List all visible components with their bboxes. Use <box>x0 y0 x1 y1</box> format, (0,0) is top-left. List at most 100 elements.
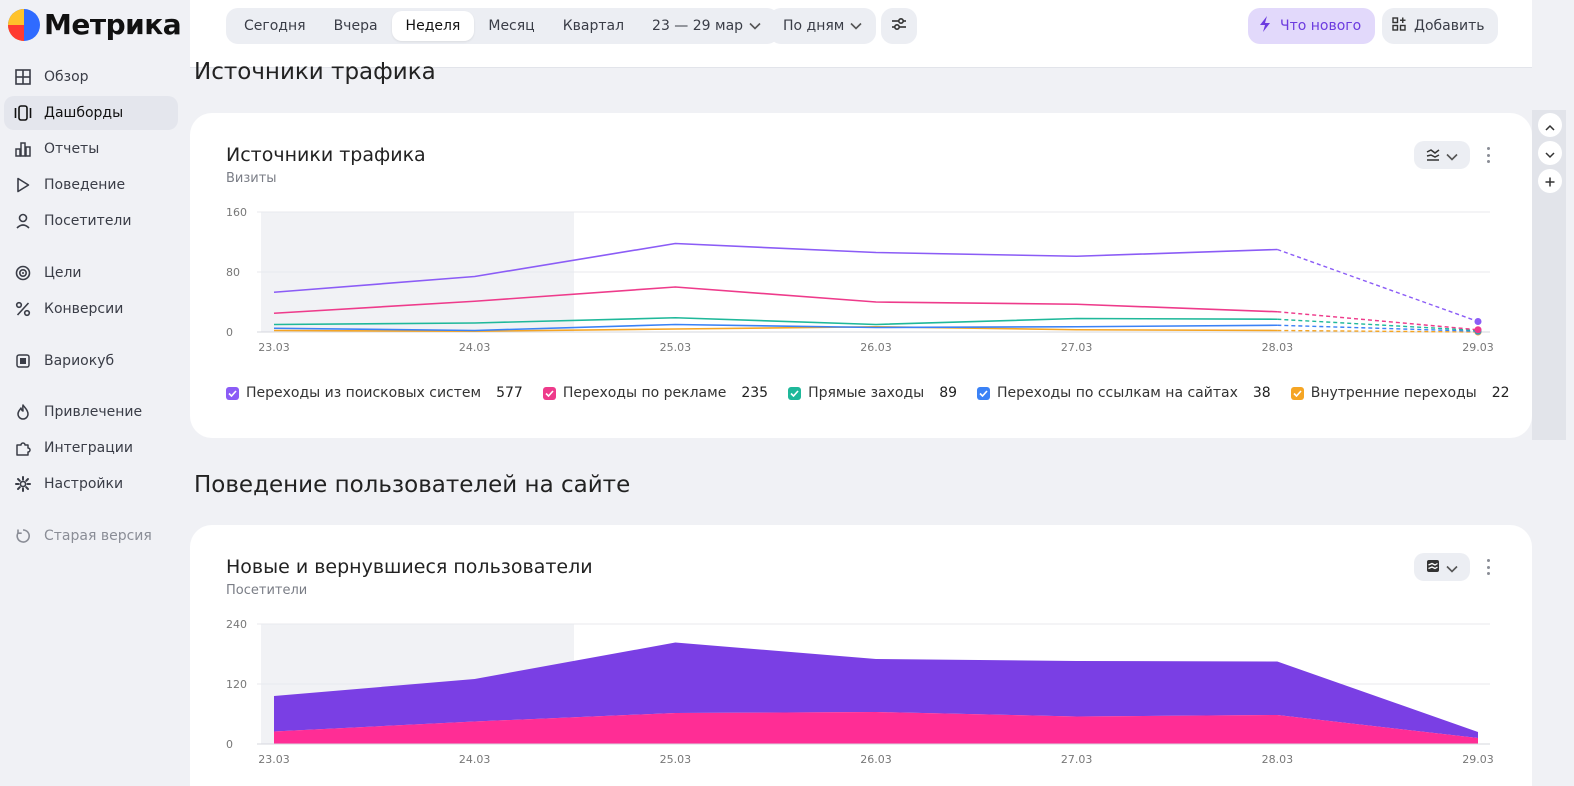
y-tick-label: 120 <box>226 678 247 691</box>
sidebar-item-reports[interactable]: Отчеты <box>4 132 178 166</box>
period-week-button[interactable]: Неделя <box>391 11 475 41</box>
play-icon <box>14 176 32 194</box>
chart-type-dropdown[interactable] <box>1414 141 1470 169</box>
gear-icon <box>14 475 32 493</box>
new-returning-users-card: Новые и вернувшиеся пользователи Посетит… <box>190 525 1532 786</box>
puzzle-icon <box>14 439 32 457</box>
dashboard-icon <box>14 104 32 122</box>
series-line <box>273 323 1278 332</box>
y-tick-label: 0 <box>226 738 233 751</box>
series-line <box>273 325 1278 333</box>
users-area-chart: 0 120 240 23.03 24.03 25.03 26.03 27.03 28.03 29.… <box>226 618 1494 766</box>
sidebar-item-overview[interactable]: Обзор <box>4 60 178 94</box>
more-options-button[interactable] <box>1484 557 1492 577</box>
legend-label: Внутренние переходы <box>1310 385 1477 401</box>
chart-legend: Переходы из поисковых систем 577 Переход… <box>226 385 1530 401</box>
add-below-button[interactable] <box>1538 169 1562 193</box>
y-tick-label: 240 <box>226 618 247 631</box>
add-widget-button[interactable]: Добавить <box>1382 8 1499 44</box>
metrika-logo-icon <box>8 8 40 41</box>
app-logo[interactable]: Метрика <box>8 8 182 41</box>
history-icon <box>14 527 32 545</box>
legend-item-ads[interactable]: Переходы по рекламе 235 <box>542 385 768 401</box>
card-title: Новые и вернувшиеся пользователи <box>226 556 593 578</box>
grouping-dropdown[interactable]: По дням <box>769 8 877 44</box>
chevron-down-icon <box>1446 146 1458 165</box>
legend-item-links[interactable]: Переходы по ссылкам на сайтах 38 <box>977 385 1271 401</box>
sidebar-item-label: Поведение <box>44 177 126 193</box>
period-today-button[interactable]: Сегодня <box>244 18 306 34</box>
sidebar-item-settings[interactable]: Настройки <box>4 467 178 501</box>
x-tick-label: 26.03 <box>860 341 892 354</box>
series-incomplete-segment <box>1277 311 1479 331</box>
more-options-button[interactable] <box>1484 145 1492 165</box>
sidebar: Метрика Обзор Дашборды Отчеты Поведение … <box>0 0 188 786</box>
line-chart-icon <box>1426 146 1440 165</box>
chevron-down-icon <box>850 18 862 34</box>
sidebar-item-label: Интеграции <box>44 440 133 456</box>
traffic-sources-card: Источники трафика Визиты 0 80 160 23.03 24.0… <box>190 113 1532 438</box>
date-range-picker[interactable]: 23 — 29 мар <box>638 11 775 41</box>
series-line <box>273 242 1278 294</box>
period-quarter-button[interactable]: Квартал <box>562 18 625 34</box>
section-title-traffic: Источники трафика <box>194 59 436 85</box>
move-up-button[interactable] <box>1538 113 1562 137</box>
legend-total: 38 <box>1252 385 1271 401</box>
legend-item-direct[interactable]: Прямые заходы 89 <box>788 385 957 401</box>
series-line <box>273 286 1278 315</box>
sidebar-item-label: Конверсии <box>44 301 124 317</box>
y-tick-label: 0 <box>226 326 233 339</box>
lightning-icon <box>1258 15 1272 37</box>
filters-button[interactable] <box>881 8 917 44</box>
top-toolbar: Сегодня Вчера Неделя Месяц Квартал 23 — … <box>190 0 1532 68</box>
x-tick-label: 24.03 <box>459 753 491 766</box>
sidebar-item-goals[interactable]: Цели <box>4 256 178 290</box>
sidebar-item-visitors[interactable]: Посетители <box>4 204 178 238</box>
sidebar-item-label: Старая версия <box>44 528 152 544</box>
legend-item-internal[interactable]: Внутренние переходы 22 <box>1290 385 1510 401</box>
x-tick-label: 26.03 <box>860 753 892 766</box>
area-series-returning <box>274 642 1478 738</box>
chart-type-dropdown[interactable] <box>1414 553 1470 581</box>
series-incomplete-segment <box>1277 248 1479 323</box>
x-tick-label: 25.03 <box>660 341 692 354</box>
target-icon <box>14 264 32 282</box>
sidebar-item-old-version[interactable]: Старая версия <box>4 519 178 553</box>
checkbox-icon <box>226 386 239 400</box>
whats-new-label: Что нового <box>1280 18 1362 34</box>
section-title-behavior: Поведение пользователей на сайте <box>194 472 631 498</box>
whats-new-button[interactable]: Что нового <box>1248 8 1376 44</box>
x-tick-label: 24.03 <box>459 341 491 354</box>
period-yesterday-button[interactable]: Вчера <box>333 18 378 34</box>
chevron-down-icon <box>1446 558 1458 577</box>
x-tick-label: 28.03 <box>1262 753 1294 766</box>
series-end-point <box>1474 326 1482 334</box>
legend-item-search[interactable]: Переходы из поисковых систем 577 <box>226 385 523 401</box>
sidebar-item-behavior[interactable]: Поведение <box>4 168 178 202</box>
sidebar-item-conversions[interactable]: Конверсии <box>4 292 178 326</box>
traffic-line-chart: 0 80 160 23.03 24.03 25.03 26.03 27.03 28.03 29.0… <box>226 206 1494 354</box>
legend-label: Переходы из поисковых систем <box>246 385 482 401</box>
sidebar-item-label: Обзор <box>44 69 89 85</box>
sidebar-item-variocube[interactable]: Вариокуб <box>4 344 178 378</box>
sidebar-item-dashboards[interactable]: Дашборды <box>4 96 178 130</box>
sidebar-item-label: Дашборды <box>44 105 124 121</box>
sidebar-item-acquisition[interactable]: Привлечение <box>4 395 178 429</box>
x-tick-label: 29.03 <box>1462 753 1494 766</box>
chevron-down-icon <box>749 18 761 34</box>
checkbox-icon <box>977 386 991 400</box>
grid-icon <box>14 68 32 86</box>
sidebar-item-integrations[interactable]: Интеграции <box>4 431 178 465</box>
bar-chart-icon <box>14 140 32 158</box>
x-tick-label: 27.03 <box>1061 341 1093 354</box>
area-series-new <box>274 712 1478 744</box>
series-incomplete-segment <box>1277 329 1479 333</box>
x-tick-label: 28.03 <box>1262 341 1294 354</box>
chevron-up-icon <box>1545 116 1555 135</box>
y-tick-label: 160 <box>226 206 247 219</box>
user-icon <box>14 212 32 230</box>
move-down-button[interactable] <box>1538 141 1562 165</box>
card-subtitle: Посетители <box>226 583 308 598</box>
period-month-button[interactable]: Месяц <box>488 18 535 34</box>
add-widget-icon <box>1392 17 1406 35</box>
